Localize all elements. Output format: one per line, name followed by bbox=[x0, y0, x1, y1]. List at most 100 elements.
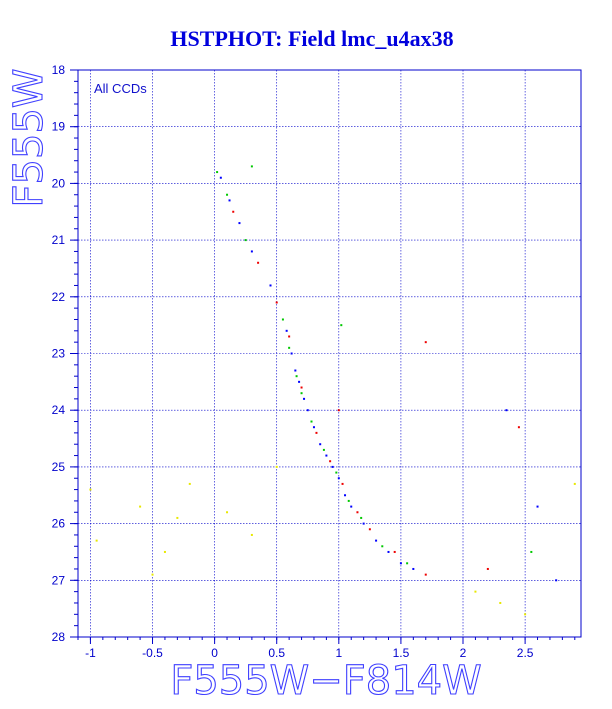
y-tick-label: 25 bbox=[52, 460, 66, 474]
y-tick-label: 24 bbox=[52, 403, 66, 417]
data-point bbox=[329, 460, 332, 463]
data-point bbox=[375, 539, 378, 542]
grid-lines bbox=[78, 69, 581, 638]
annotation-all-ccds: All CCDs bbox=[94, 81, 147, 96]
data-point bbox=[300, 386, 303, 389]
data-point bbox=[322, 448, 325, 451]
data-points bbox=[89, 165, 576, 616]
data-point bbox=[315, 431, 318, 434]
y-tick-label: 27 bbox=[52, 573, 66, 587]
y-tick-label: 18 bbox=[52, 63, 66, 77]
data-point bbox=[298, 380, 301, 383]
data-point bbox=[250, 165, 253, 168]
axis-ticks: -1 -0.5 0 0.5 1 1.5 2 2.5 18 19 20 21 22 23 24 25 26 27 28 bbox=[52, 63, 576, 660]
data-point bbox=[306, 409, 309, 412]
data-point bbox=[536, 505, 539, 508]
data-point bbox=[139, 505, 142, 508]
data-point bbox=[151, 573, 154, 576]
data-point bbox=[288, 346, 291, 349]
data-point bbox=[381, 545, 384, 548]
y-tick-label: 19 bbox=[52, 120, 66, 134]
data-point bbox=[176, 516, 179, 519]
data-point bbox=[269, 284, 272, 287]
data-point bbox=[312, 426, 315, 429]
data-point bbox=[486, 567, 489, 570]
data-point bbox=[573, 482, 576, 485]
data-point bbox=[188, 482, 191, 485]
data-point bbox=[288, 335, 291, 338]
data-point bbox=[275, 465, 278, 468]
data-point bbox=[368, 528, 371, 531]
data-point bbox=[340, 324, 343, 327]
x-axis-label: F555W−F814W bbox=[170, 658, 481, 704]
data-point bbox=[303, 397, 306, 400]
data-point bbox=[295, 375, 298, 378]
x-tick-label: 1 bbox=[335, 646, 342, 660]
data-point bbox=[474, 590, 477, 593]
x-tick-label: 1.5 bbox=[393, 646, 410, 660]
data-point bbox=[335, 471, 338, 474]
x-tick-label: 2 bbox=[460, 646, 467, 660]
data-point bbox=[399, 562, 402, 565]
x-tick-label: -0.5 bbox=[142, 646, 163, 660]
data-point bbox=[524, 613, 527, 616]
data-point bbox=[424, 573, 427, 576]
data-point bbox=[341, 482, 344, 485]
data-point bbox=[310, 420, 313, 423]
data-point bbox=[216, 171, 219, 174]
data-point bbox=[95, 539, 98, 542]
data-point bbox=[387, 550, 390, 553]
data-point bbox=[499, 601, 502, 604]
data-point bbox=[406, 562, 409, 565]
data-point bbox=[360, 516, 363, 519]
data-point bbox=[275, 301, 278, 304]
data-point bbox=[319, 443, 322, 446]
data-point bbox=[300, 392, 303, 395]
data-point bbox=[238, 222, 241, 225]
data-point bbox=[244, 239, 247, 242]
data-point bbox=[325, 454, 328, 457]
y-tick-label: 26 bbox=[52, 517, 66, 531]
data-point bbox=[163, 550, 166, 553]
data-point bbox=[219, 176, 222, 179]
data-point bbox=[505, 409, 508, 412]
data-point bbox=[337, 477, 340, 480]
data-point bbox=[555, 579, 558, 582]
x-tick-label: 0.5 bbox=[268, 646, 285, 660]
data-point bbox=[344, 494, 347, 497]
data-point bbox=[393, 550, 396, 553]
y-axis-label: F555W bbox=[6, 69, 52, 208]
data-point bbox=[530, 550, 533, 553]
y-tick-label: 22 bbox=[52, 290, 66, 304]
y-tick-label: 28 bbox=[52, 630, 66, 644]
data-point bbox=[226, 511, 229, 514]
data-point bbox=[232, 210, 235, 213]
data-point bbox=[226, 193, 229, 196]
data-point bbox=[356, 511, 359, 514]
data-point bbox=[89, 488, 92, 491]
data-point bbox=[228, 199, 231, 202]
data-point bbox=[424, 341, 427, 344]
y-tick-label: 23 bbox=[52, 347, 66, 361]
data-point bbox=[294, 369, 297, 372]
data-point bbox=[347, 499, 350, 502]
data-point bbox=[257, 261, 260, 264]
data-point bbox=[281, 318, 284, 321]
data-point bbox=[412, 567, 415, 570]
data-point bbox=[350, 505, 353, 508]
x-tick-label: 2.5 bbox=[517, 646, 534, 660]
data-point bbox=[331, 465, 334, 468]
data-point bbox=[337, 409, 340, 412]
data-point bbox=[362, 522, 365, 525]
data-point bbox=[285, 329, 288, 332]
data-point bbox=[250, 250, 253, 253]
data-point bbox=[290, 352, 293, 355]
data-point bbox=[250, 533, 253, 536]
y-tick-label: 20 bbox=[52, 176, 66, 190]
data-point bbox=[517, 426, 520, 429]
chart-title: HSTPHOT: Field lmc_u4ax38 bbox=[170, 26, 453, 51]
x-tick-label: -1 bbox=[85, 646, 96, 660]
x-tick-label: 0 bbox=[211, 646, 218, 660]
y-tick-label: 21 bbox=[52, 233, 66, 247]
